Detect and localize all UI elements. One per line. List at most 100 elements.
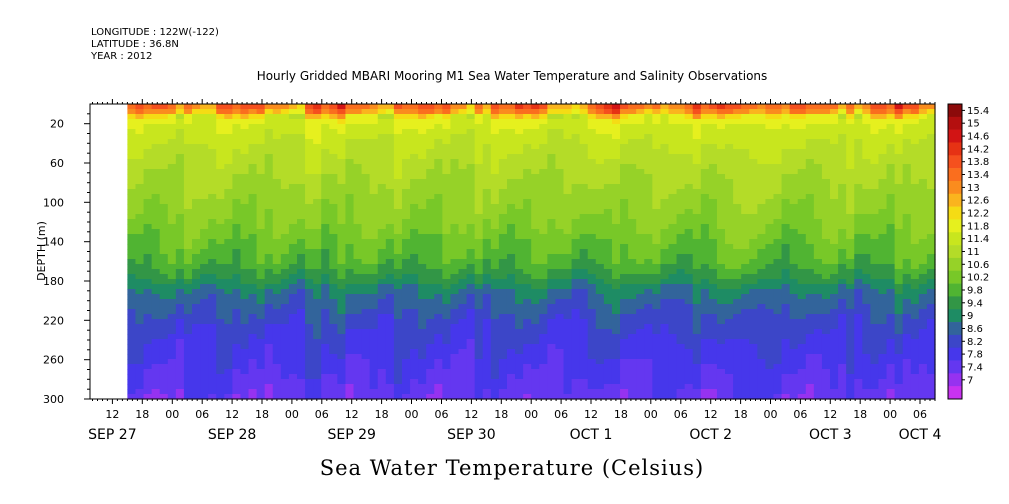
heatmap-cell: [288, 349, 298, 355]
heatmap-cell: [620, 349, 629, 355]
heatmap-cell: [280, 209, 290, 215]
heatmap-cell: [620, 184, 629, 190]
heatmap-cell: [821, 274, 831, 280]
heatmap-field: [127, 104, 936, 400]
heatmap-cell: [620, 209, 629, 215]
heatmap-cell: [361, 304, 371, 310]
heatmap-cell: [547, 254, 557, 260]
heatmap-cell: [781, 279, 791, 285]
heatmap-cell: [426, 184, 435, 190]
heatmap-cell: [620, 249, 629, 255]
heatmap-cell: [426, 324, 435, 330]
heatmap-cell: [644, 114, 653, 120]
heatmap-cell: [175, 219, 185, 225]
heatmap-cell: [918, 144, 928, 150]
heatmap-cell: [668, 219, 678, 225]
heatmap-cell: [305, 134, 314, 140]
heatmap-cell: [838, 189, 847, 195]
heatmap-cell: [676, 114, 686, 120]
heatmap-cell: [280, 259, 290, 265]
heatmap-cell: [337, 264, 347, 270]
heatmap-cell: [442, 309, 452, 315]
heatmap-cell: [757, 274, 767, 280]
heatmap-cell: [506, 134, 516, 140]
heatmap-cell: [595, 154, 605, 160]
heatmap-cell: [700, 229, 710, 235]
heatmap-cell: [200, 104, 209, 110]
heatmap-cell: [547, 324, 557, 330]
heatmap-cell: [611, 254, 621, 260]
heatmap-cell: [676, 234, 686, 240]
heatmap-cell: [846, 199, 855, 205]
heatmap-cell: [167, 324, 177, 330]
heatmap-cell: [224, 234, 233, 240]
heatmap-cell: [797, 314, 807, 320]
heatmap-cell: [353, 109, 363, 115]
heatmap-cell: [418, 244, 427, 250]
heatmap-cell: [523, 219, 532, 225]
heatmap-cell: [410, 184, 419, 190]
heatmap-cell: [813, 289, 823, 295]
heatmap-cell: [151, 239, 161, 245]
heatmap-cell: [305, 254, 314, 260]
heatmap-cell: [272, 269, 282, 275]
heatmap-cell: [523, 284, 532, 290]
heatmap-cell: [628, 174, 637, 180]
heatmap-cell: [458, 229, 468, 235]
heatmap-cell: [183, 344, 193, 350]
heatmap-cell: [668, 204, 678, 210]
heatmap-cell: [854, 309, 863, 315]
heatmap-cell: [458, 294, 468, 300]
heatmap-cell: [523, 234, 532, 240]
heatmap-cell: [870, 204, 880, 210]
heatmap-cell: [135, 204, 145, 210]
heatmap-cell: [813, 239, 823, 245]
heatmap-cell: [579, 189, 589, 195]
heatmap-cell: [716, 179, 726, 185]
heatmap-cell: [821, 264, 831, 270]
heatmap-cell: [595, 104, 605, 110]
heatmap-cell: [854, 224, 863, 230]
heatmap-cell: [264, 309, 274, 315]
heatmap-cell: [926, 284, 936, 290]
heatmap-cell: [135, 299, 145, 305]
heatmap-cell: [329, 339, 338, 345]
heatmap-cell: [167, 109, 177, 115]
heatmap-cell: [466, 324, 476, 330]
heatmap-cell: [733, 114, 742, 120]
heatmap-cell: [337, 134, 347, 140]
heatmap-cell: [579, 214, 589, 220]
heatmap-cell: [240, 239, 250, 245]
heatmap-cell: [272, 134, 282, 140]
heatmap-cell: [353, 229, 363, 235]
heatmap-cell: [183, 249, 193, 255]
heatmap-cell: [789, 119, 799, 125]
heatmap-cell: [636, 254, 645, 260]
heatmap-cell: [393, 309, 403, 315]
heatmap-cell: [733, 329, 742, 335]
heatmap-cell: [369, 249, 379, 255]
heatmap-cell: [652, 174, 662, 180]
heatmap-cell: [313, 209, 322, 215]
heatmap-cell: [442, 319, 452, 325]
heatmap-cell: [175, 314, 185, 320]
heatmap-cell: [216, 164, 225, 170]
heatmap-cell: [313, 219, 322, 225]
heatmap-cell: [280, 324, 290, 330]
heatmap-cell: [838, 129, 847, 135]
heatmap-cell: [926, 269, 936, 275]
heatmap-cell: [442, 129, 452, 135]
heatmap-cell: [200, 219, 209, 225]
heatmap-cell: [700, 129, 710, 135]
heatmap-cell: [329, 204, 338, 210]
heatmap-cell: [490, 349, 500, 355]
heatmap-cell: [224, 144, 233, 150]
heatmap-cell: [684, 209, 694, 215]
heatmap-cell: [531, 229, 540, 235]
heatmap-cell: [813, 134, 823, 140]
heatmap-cell: [660, 124, 670, 130]
heatmap-cell: [208, 284, 217, 290]
heatmap-cell: [506, 319, 516, 325]
heatmap-cell: [611, 309, 621, 315]
heatmap-cell: [127, 139, 137, 145]
